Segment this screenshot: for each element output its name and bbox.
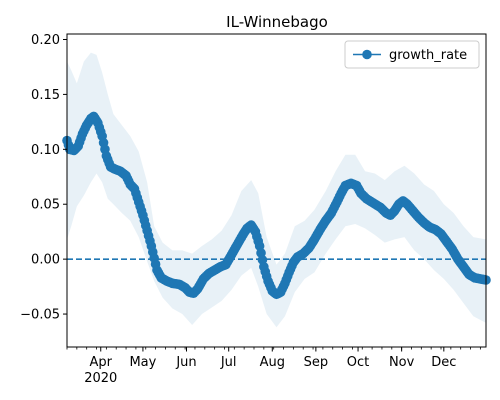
chart-title: IL-Winnebago — [226, 13, 328, 31]
x-tick-label: May — [129, 355, 156, 370]
legend: growth_rate — [344, 40, 480, 69]
x-tick-label: Apr — [89, 355, 112, 370]
plot-frame — [66, 33, 487, 348]
series-growth-rate — [62, 111, 491, 300]
x-tick-label: Dec — [431, 355, 456, 370]
y-tick-label: 0.00 — [31, 253, 60, 268]
y-tick-label: 0.10 — [31, 143, 60, 158]
y-tick-label: 0.05 — [31, 198, 60, 213]
x-tick-sublabel: 2020 — [84, 371, 117, 386]
legend-marker — [362, 49, 372, 60]
legend-label: growth_rate — [389, 48, 467, 63]
y-tick-label: 0.20 — [31, 33, 60, 48]
x-tick-label: Jul — [220, 355, 237, 370]
y-tick-label: −0.05 — [20, 308, 60, 323]
x-tick-label: Jun — [175, 355, 196, 370]
x-tick-label: Oct — [347, 355, 369, 370]
legend-box — [344, 40, 480, 69]
x-tick-label: Nov — [389, 355, 415, 370]
y-tick-label: 0.15 — [31, 88, 60, 103]
x-tick-label: Sep — [304, 355, 329, 370]
x-tick-label: Aug — [260, 355, 285, 370]
